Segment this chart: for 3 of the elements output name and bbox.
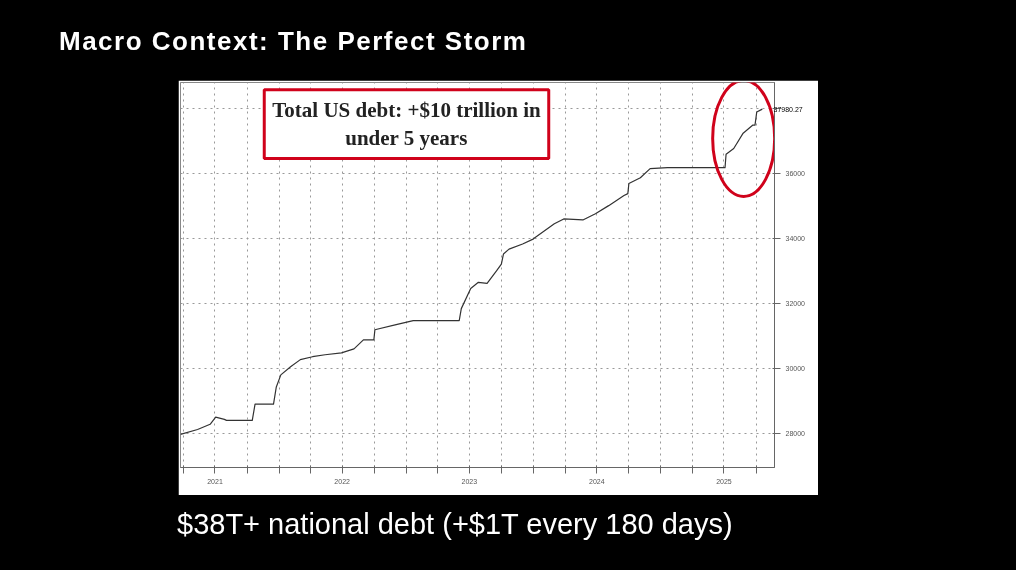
annotation: Total US debt: +$10 trillion in under 5 years bbox=[272, 97, 542, 151]
text: $38T+ national debt (+$1T every 180 days) bbox=[177, 507, 733, 542]
chart-title: Macro Context: The Perfect Storm bbox=[59, 25, 528, 58]
